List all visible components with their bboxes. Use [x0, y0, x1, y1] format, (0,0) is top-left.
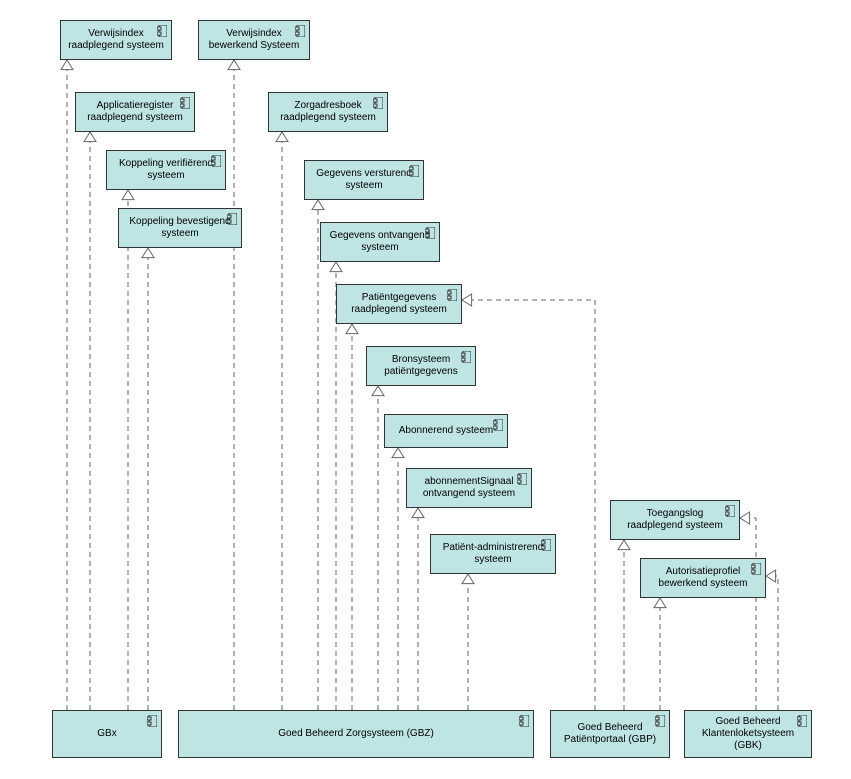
component-label: Autorisatieprofielbewerkend systeem: [659, 566, 748, 590]
component-n6: Koppeling bevestigendsysteem: [118, 208, 242, 248]
component-n7: Gegevens ontvangendsysteem: [320, 222, 440, 262]
component-label: Verwijsindexbewerkend Systeem: [209, 28, 300, 52]
component-label: Bronsysteempatiëntgegevens: [384, 354, 457, 378]
component-n1: Verwijsindexbewerkend Systeem: [198, 20, 310, 60]
component-label: Patiëntgegevensraadplegend systeem: [351, 292, 447, 316]
component-label: Zorgadresboekraadplegend systeem: [280, 100, 376, 124]
component-b0: GBx: [52, 710, 162, 758]
component-label: Patiënt-administrerendsysteem: [443, 542, 544, 566]
component-label: Gegevens versturendsysteem: [316, 168, 412, 192]
component-label: Koppeling bevestigendsysteem: [129, 216, 230, 240]
component-label: Abonnerend systeem: [399, 425, 494, 437]
component-n10: Abonnerend systeem: [384, 414, 508, 448]
component-n11: abonnementSignaalontvangend systeem: [406, 468, 532, 508]
component-label: Goed BeheerdPatiëntportaal (GBP): [564, 722, 656, 746]
component-n8: Patiëntgegevensraadplegend systeem: [336, 284, 462, 324]
component-label: Toegangslograadplegend systeem: [627, 508, 723, 532]
component-label: GBx: [97, 728, 116, 740]
component-b3: Goed BeheerdKlantenloketsysteem(GBK): [684, 710, 812, 758]
component-n3: Zorgadresboekraadplegend systeem: [268, 92, 388, 132]
component-label: Gegevens ontvangendsysteem: [330, 230, 431, 254]
component-n14: Autorisatieprofielbewerkend systeem: [640, 558, 766, 598]
component-n13: Patiënt-administrerendsysteem: [430, 534, 556, 574]
diagram-canvas: Verwijsindexraadplegend systeem Verwijsin…: [0, 0, 851, 779]
component-label: Goed Beheerd Zorgsysteem (GBZ): [278, 728, 434, 740]
component-label: Goed BeheerdKlantenloketsysteem(GBK): [702, 716, 794, 752]
component-n0: Verwijsindexraadplegend systeem: [60, 20, 172, 60]
component-label: Koppeling verifiërendsysteem: [119, 158, 213, 182]
component-n5: Gegevens versturendsysteem: [304, 160, 424, 200]
component-n12: Toegangslograadplegend systeem: [610, 500, 740, 540]
component-label: Verwijsindexraadplegend systeem: [68, 28, 164, 52]
component-n9: Bronsysteempatiëntgegevens: [366, 346, 476, 386]
component-n4: Koppeling verifiërendsysteem: [106, 150, 226, 190]
component-label: abonnementSignaalontvangend systeem: [423, 476, 515, 500]
component-b1: Goed Beheerd Zorgsysteem (GBZ): [178, 710, 534, 758]
component-b2: Goed BeheerdPatiëntportaal (GBP): [550, 710, 670, 758]
component-label: Applicatieregisterraadplegend systeem: [87, 100, 183, 124]
component-n2: Applicatieregisterraadplegend systeem: [75, 92, 195, 132]
